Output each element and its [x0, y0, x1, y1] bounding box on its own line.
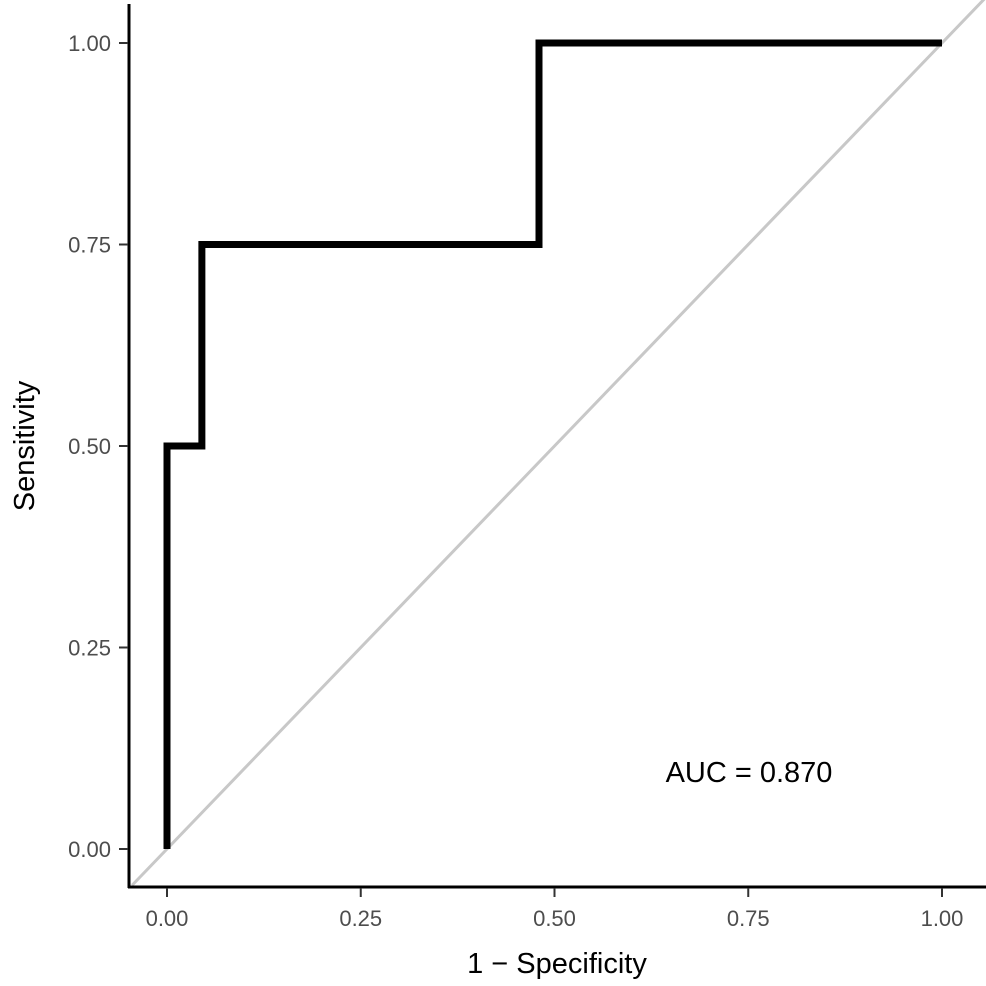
y-axis-title: Sensitivity [9, 380, 41, 511]
series-layer [163, 39, 942, 849]
x-tick-label: 0.75 [727, 906, 770, 931]
x-tick-label: 0.00 [146, 906, 189, 931]
reference-line-layer [131, 0, 986, 887]
ticks: 0.00 0.25 0.50 0.75 1.00 0.00 0.25 0.50 0.75 1.00 [68, 31, 963, 931]
axes [127, 4, 986, 889]
auc-annotation: AUC = 0.870 [666, 757, 833, 789]
reference-diagonal [131, 0, 986, 887]
x-tick-label: 0.50 [533, 906, 576, 931]
roc-curve [163, 39, 942, 849]
y-tick-label: 0.25 [68, 636, 111, 661]
y-tick-label: 1.00 [68, 31, 111, 56]
y-tick-label: 0.75 [68, 233, 111, 258]
x-axis-title: 1 − Specificity [467, 948, 647, 980]
x-tick-label: 0.25 [339, 906, 382, 931]
y-tick-label: 0.00 [68, 837, 111, 862]
y-tick-label: 0.50 [68, 434, 111, 459]
x-tick-label: 1.00 [921, 906, 964, 931]
